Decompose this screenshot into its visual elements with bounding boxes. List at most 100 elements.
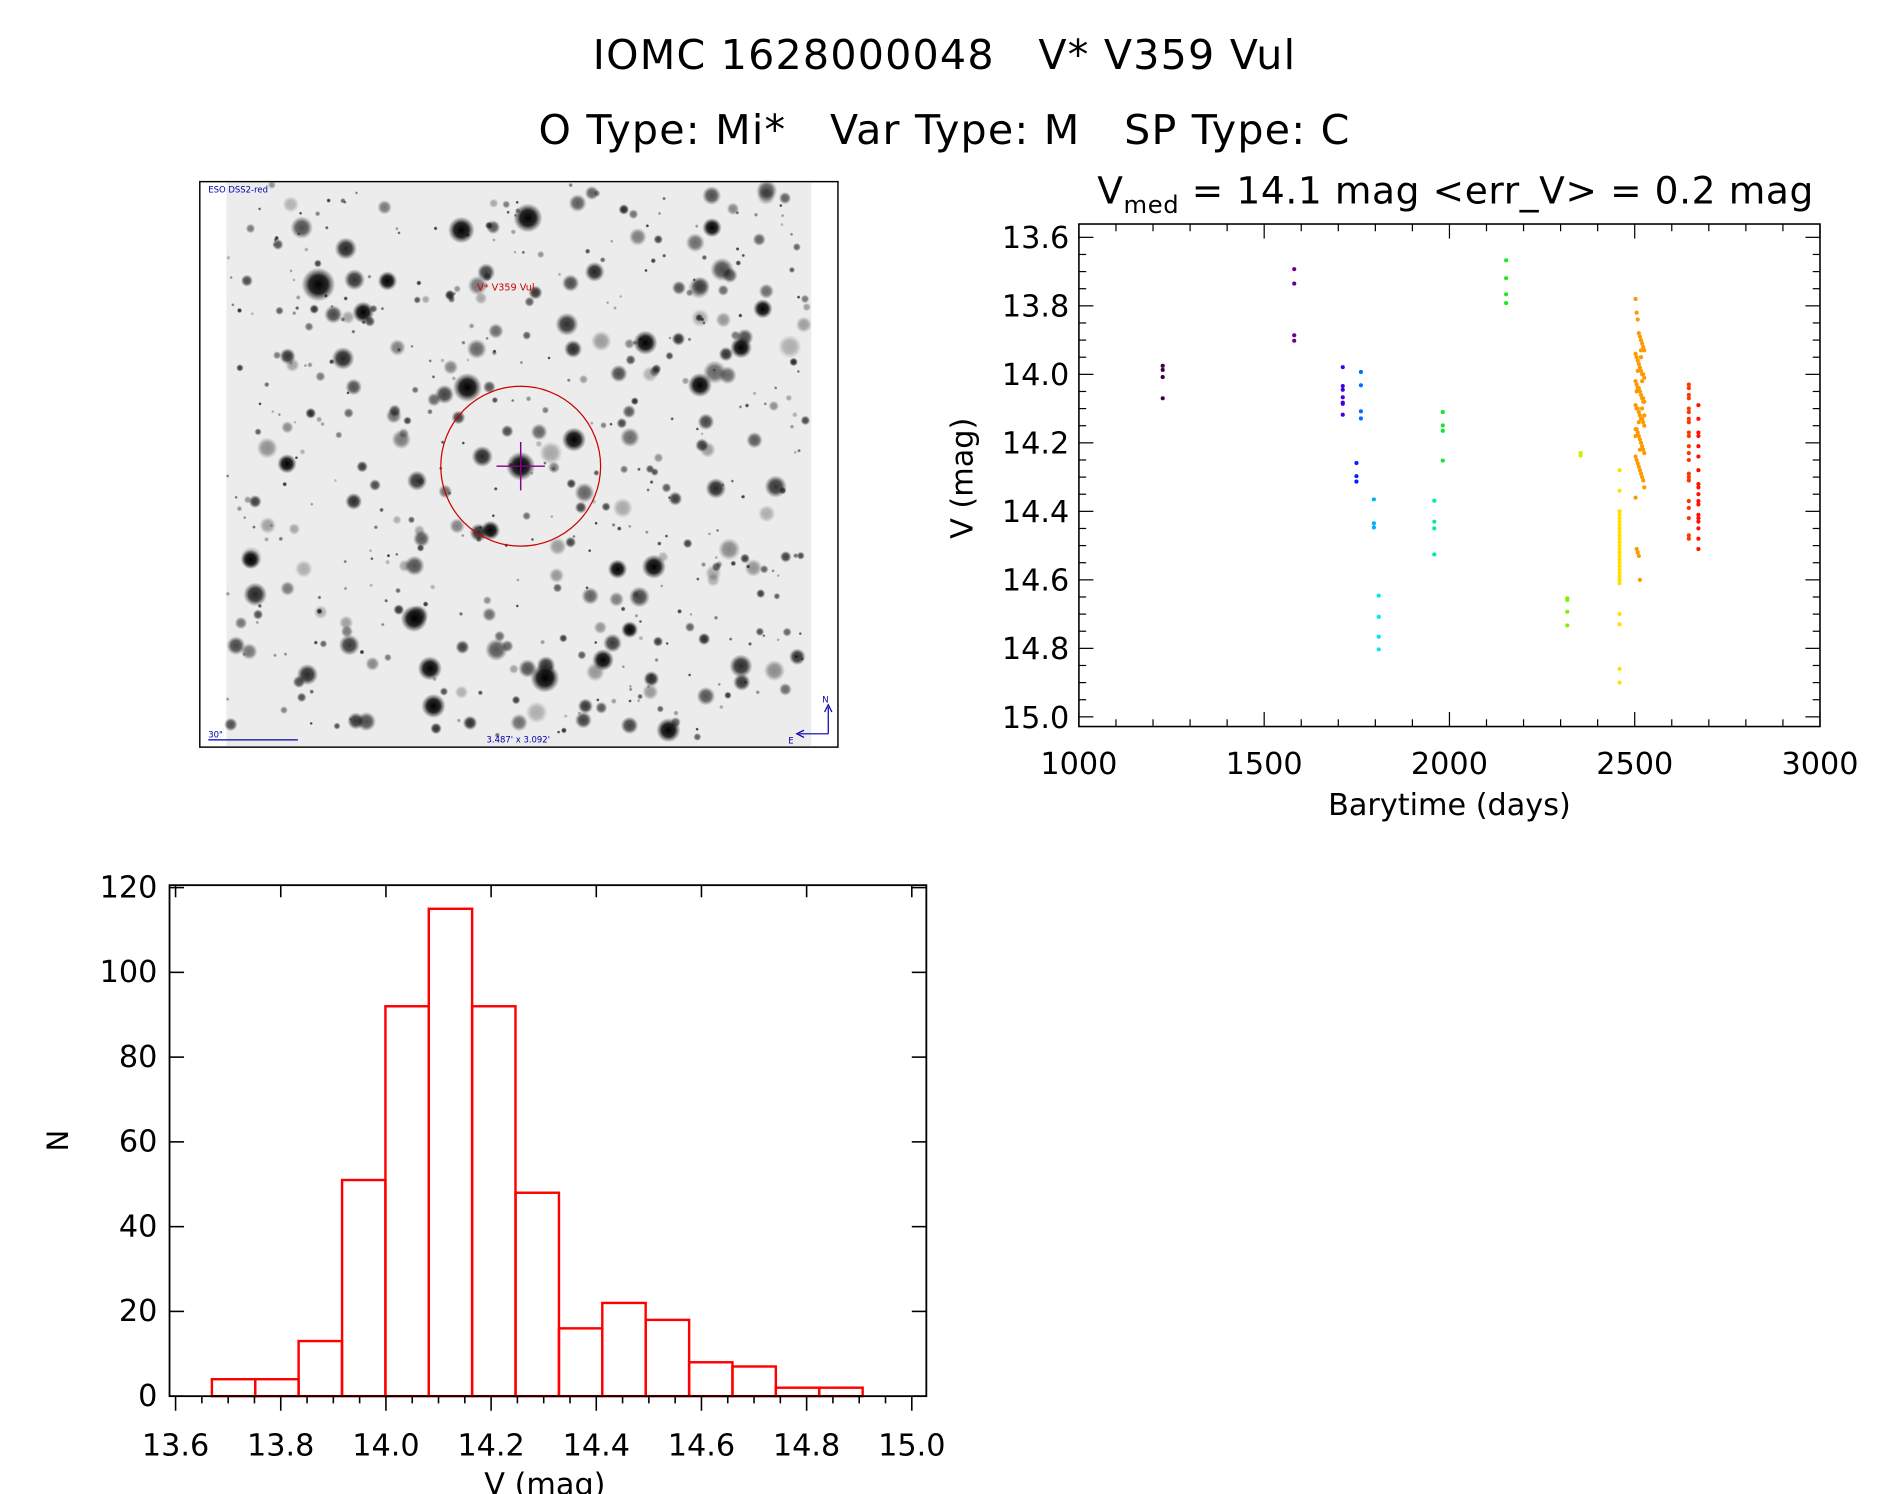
star: [768, 400, 780, 412]
star: [521, 250, 526, 255]
star: [782, 627, 792, 637]
histogram-bar: [210, 1378, 257, 1398]
lightcurve-frame: [1078, 223, 1821, 728]
star: [795, 316, 812, 333]
star: [283, 652, 288, 657]
star: [263, 536, 270, 542]
star: [577, 698, 594, 714]
star: [694, 224, 699, 229]
star: [661, 482, 672, 493]
star: [779, 203, 783, 208]
star: [305, 407, 317, 419]
star: [594, 521, 598, 525]
lightcurve-point: [1641, 344, 1646, 349]
star: [370, 557, 374, 561]
lightcurve-point: [1686, 430, 1691, 435]
lightcurve-point: [1686, 471, 1691, 476]
histogram-bar: [687, 1361, 734, 1398]
star: [633, 330, 658, 355]
star: [392, 515, 402, 525]
star: [449, 518, 465, 534]
star: [400, 605, 428, 633]
star: [345, 492, 363, 510]
star: [791, 411, 798, 418]
star: [773, 592, 781, 600]
lightcurve-point: [1633, 403, 1638, 408]
star: [756, 186, 776, 205]
star: [776, 573, 780, 578]
lightcurve-point: [1642, 423, 1647, 428]
histogram-bar: [774, 1386, 821, 1398]
star: [605, 300, 610, 305]
lightcurve-point: [1686, 392, 1691, 397]
star: [421, 693, 446, 719]
lightcurve-point: [1504, 301, 1509, 306]
lightcurve-point: [1634, 389, 1639, 394]
star: [486, 220, 501, 235]
lightcurve-point: [1617, 519, 1622, 524]
star: [758, 283, 775, 299]
star: [595, 701, 608, 714]
star: [762, 634, 766, 638]
star: [513, 250, 517, 254]
star: [508, 664, 519, 674]
star: [789, 357, 798, 367]
lightcurve-point: [1565, 597, 1570, 603]
lightcurve-point: [1617, 543, 1622, 548]
lightcurve-point: [1617, 533, 1622, 538]
lightcurve-point: [1634, 310, 1639, 315]
star: [636, 698, 641, 703]
star: [543, 461, 547, 465]
lightcurve-point: [1635, 430, 1640, 435]
star: [315, 371, 326, 382]
star: [610, 239, 614, 243]
y-tick-label: 15.0: [1002, 701, 1069, 736]
star: [547, 356, 551, 360]
star: [285, 357, 300, 373]
star: [482, 607, 497, 622]
histogram-ylabel: N: [41, 1130, 75, 1152]
star: [701, 254, 708, 261]
star: [687, 372, 713, 398]
star: [741, 253, 746, 258]
star: [693, 732, 702, 741]
star: [417, 656, 442, 681]
star: [335, 431, 343, 439]
lightcurve-point: [1637, 389, 1642, 394]
star: [380, 622, 385, 627]
star: [351, 329, 356, 334]
star: [295, 294, 301, 301]
star: [645, 224, 650, 228]
star: [522, 511, 531, 521]
star: [240, 643, 258, 660]
star: [369, 583, 373, 588]
star: [687, 673, 692, 677]
lightcurve-point: [1640, 379, 1645, 384]
star: [730, 560, 737, 567]
star: [255, 620, 260, 625]
lightcurve-point: [1641, 396, 1646, 401]
lightcurve-axes: 1000 1500 2000 2500 3000 13.6 13.8 14.0 14.2 14.4…: [1002, 221, 1859, 782]
star: [461, 340, 466, 345]
lightcurve-point: [1642, 413, 1647, 418]
histogram-bar: [514, 1191, 561, 1398]
star: [292, 310, 297, 316]
lightcurve-point: [1432, 498, 1437, 503]
star: [326, 198, 331, 203]
lightcurve-point: [1640, 444, 1645, 449]
star: [796, 369, 801, 374]
lightcurve-point: [1696, 430, 1701, 435]
star: [454, 685, 469, 699]
target-circle: [440, 385, 602, 547]
lightcurve-point: [1638, 392, 1644, 397]
lightcurve-point: [1358, 416, 1363, 421]
y-tick-label: 80: [119, 1040, 158, 1075]
star: [619, 465, 629, 474]
lightcurve-point: [1617, 529, 1622, 535]
star: [717, 284, 729, 296]
star: [566, 378, 571, 383]
star: [584, 248, 591, 255]
star: [530, 423, 548, 441]
star: [746, 564, 751, 569]
